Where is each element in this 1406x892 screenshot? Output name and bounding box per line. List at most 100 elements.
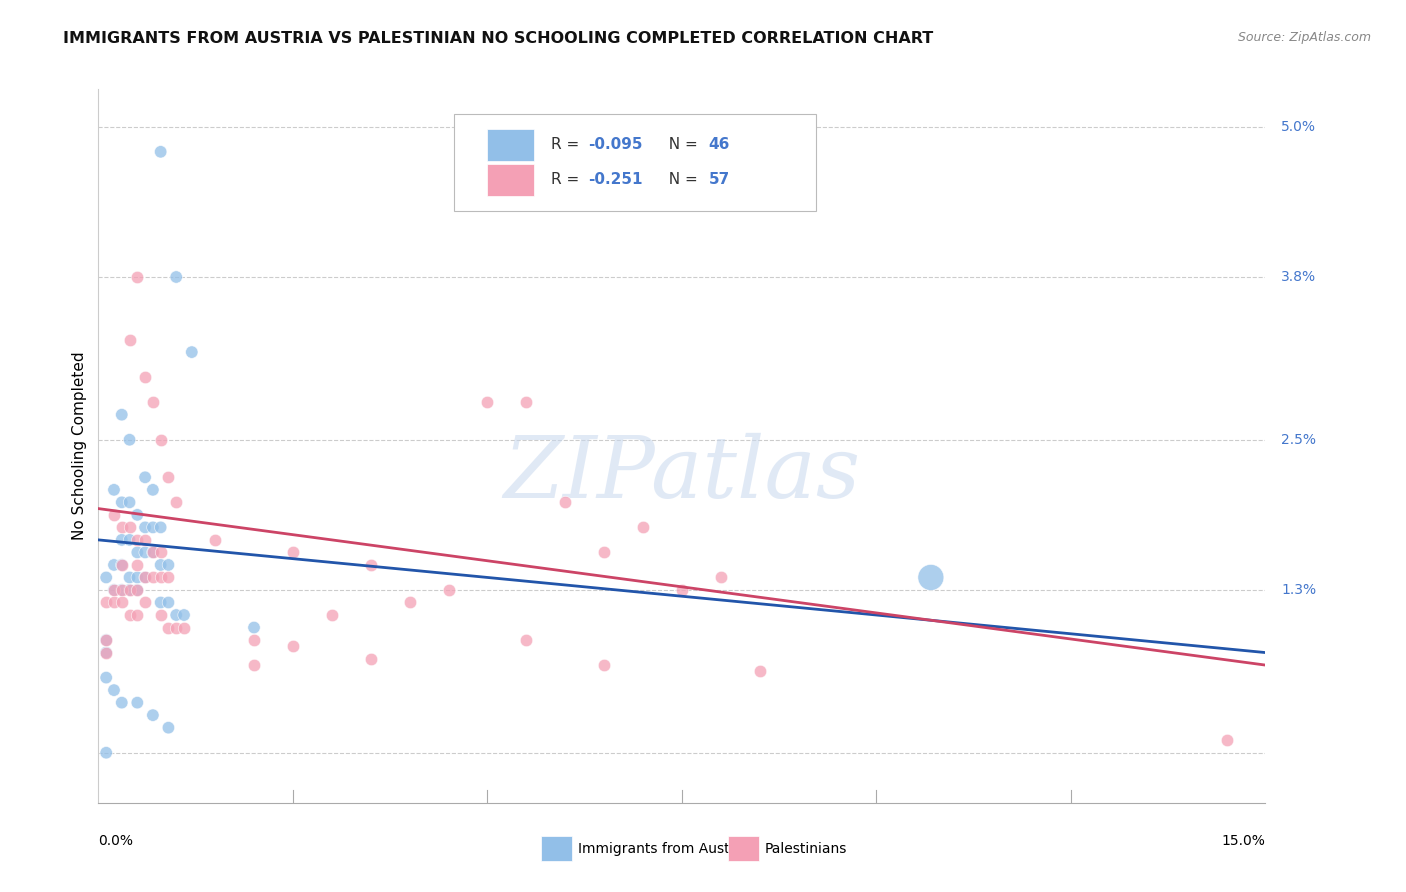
Point	[281, 640, 304, 654]
Point	[118, 607, 141, 622]
Text: N =: N =	[658, 137, 702, 153]
Point	[134, 570, 156, 584]
Point	[593, 658, 616, 673]
Text: R =: R =	[551, 172, 585, 187]
Point	[149, 520, 172, 534]
Point	[142, 483, 165, 497]
Point	[118, 582, 141, 597]
Point	[920, 570, 942, 584]
Point	[111, 696, 134, 710]
Text: 3.8%: 3.8%	[1281, 270, 1316, 284]
Point	[127, 508, 149, 522]
Text: IMMIGRANTS FROM AUSTRIA VS PALESTINIAN NO SCHOOLING COMPLETED CORRELATION CHART: IMMIGRANTS FROM AUSTRIA VS PALESTINIAN N…	[63, 31, 934, 46]
Point	[149, 570, 172, 584]
Text: ZIPatlas: ZIPatlas	[503, 434, 860, 516]
Point	[111, 495, 134, 509]
Point	[111, 558, 134, 572]
Point	[149, 545, 172, 559]
Point	[1215, 733, 1237, 747]
Point	[103, 595, 125, 609]
Point	[157, 621, 180, 635]
Point	[134, 520, 156, 534]
Point	[134, 595, 156, 609]
Point	[127, 545, 149, 559]
Point	[103, 683, 125, 698]
Point	[96, 633, 118, 648]
Point	[127, 533, 149, 547]
Point	[165, 607, 187, 622]
Point	[204, 533, 226, 547]
Point	[127, 607, 149, 622]
Point	[398, 595, 420, 609]
Point	[103, 483, 125, 497]
Point	[165, 621, 187, 635]
Point	[477, 395, 499, 409]
Point	[96, 646, 118, 660]
Text: 1.3%: 1.3%	[1281, 583, 1316, 597]
Point	[515, 395, 537, 409]
Point	[515, 633, 537, 648]
FancyBboxPatch shape	[454, 114, 815, 211]
Point	[111, 558, 134, 572]
Text: 57: 57	[709, 172, 730, 187]
Point	[118, 533, 141, 547]
Point	[157, 570, 180, 584]
Point	[149, 558, 172, 572]
Point	[111, 582, 134, 597]
Point	[243, 658, 266, 673]
Point	[321, 607, 343, 622]
Point	[165, 270, 187, 285]
Point	[157, 470, 180, 484]
Text: 0.0%: 0.0%	[98, 834, 134, 848]
Point	[118, 520, 141, 534]
Point	[593, 545, 616, 559]
Point	[134, 545, 156, 559]
Point	[149, 433, 172, 447]
Point	[118, 433, 141, 447]
Point	[142, 708, 165, 723]
Point	[142, 545, 165, 559]
Point	[111, 533, 134, 547]
Bar	[486, 164, 534, 196]
Point	[127, 270, 149, 285]
Point	[149, 145, 172, 159]
Text: 15.0%: 15.0%	[1222, 834, 1265, 848]
Point	[142, 520, 165, 534]
Point	[118, 495, 141, 509]
Point	[111, 408, 134, 422]
Text: -0.095: -0.095	[589, 137, 643, 153]
Point	[149, 607, 172, 622]
Point	[149, 595, 172, 609]
Point	[96, 646, 118, 660]
Point	[96, 671, 118, 685]
Text: Palestinians: Palestinians	[765, 842, 848, 856]
Point	[142, 570, 165, 584]
Point	[118, 333, 141, 347]
Point	[142, 395, 165, 409]
Point	[96, 633, 118, 648]
Point	[437, 582, 460, 597]
Point	[96, 746, 118, 760]
Point	[748, 665, 770, 679]
Point	[111, 595, 134, 609]
Point	[173, 607, 195, 622]
Text: Immigrants from Austria: Immigrants from Austria	[578, 842, 748, 856]
Point	[103, 508, 125, 522]
Point	[157, 721, 180, 735]
Point	[134, 470, 156, 484]
Point	[134, 533, 156, 547]
Point	[710, 570, 733, 584]
Point	[243, 633, 266, 648]
Point	[142, 545, 165, 559]
Point	[360, 652, 382, 666]
Point	[134, 370, 156, 384]
Point	[96, 595, 118, 609]
Point	[281, 545, 304, 559]
Point	[127, 582, 149, 597]
Point	[103, 582, 125, 597]
Point	[631, 520, 654, 534]
Point	[127, 558, 149, 572]
Point	[243, 621, 266, 635]
Point	[103, 558, 125, 572]
Text: 46: 46	[709, 137, 730, 153]
